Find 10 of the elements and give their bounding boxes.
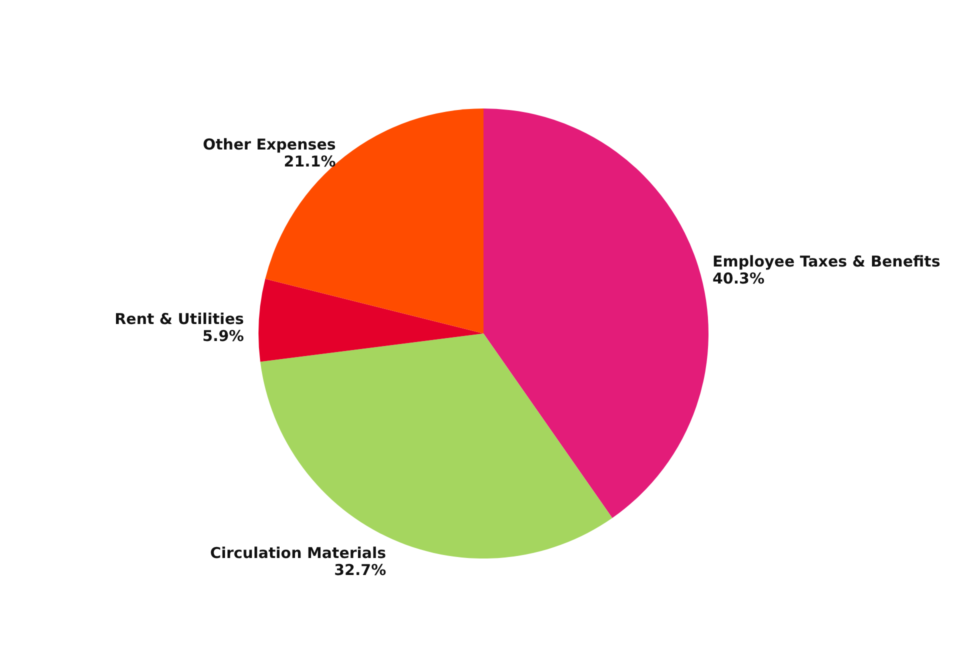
data-label: 32.7% [334,560,386,579]
slice-label: Employee Taxes & Benefits [712,252,940,270]
data-label: 21.1% [284,152,336,170]
data-label: 5.9% [202,327,244,346]
slice-label: Circulation Materials [210,544,386,562]
slice-label: Rent & Utilities [114,310,244,328]
data-label: 40.3% [712,269,764,288]
pie-slice [484,108,708,518]
slice-label: Other Expenses [202,135,336,154]
pie-slice [258,278,484,362]
